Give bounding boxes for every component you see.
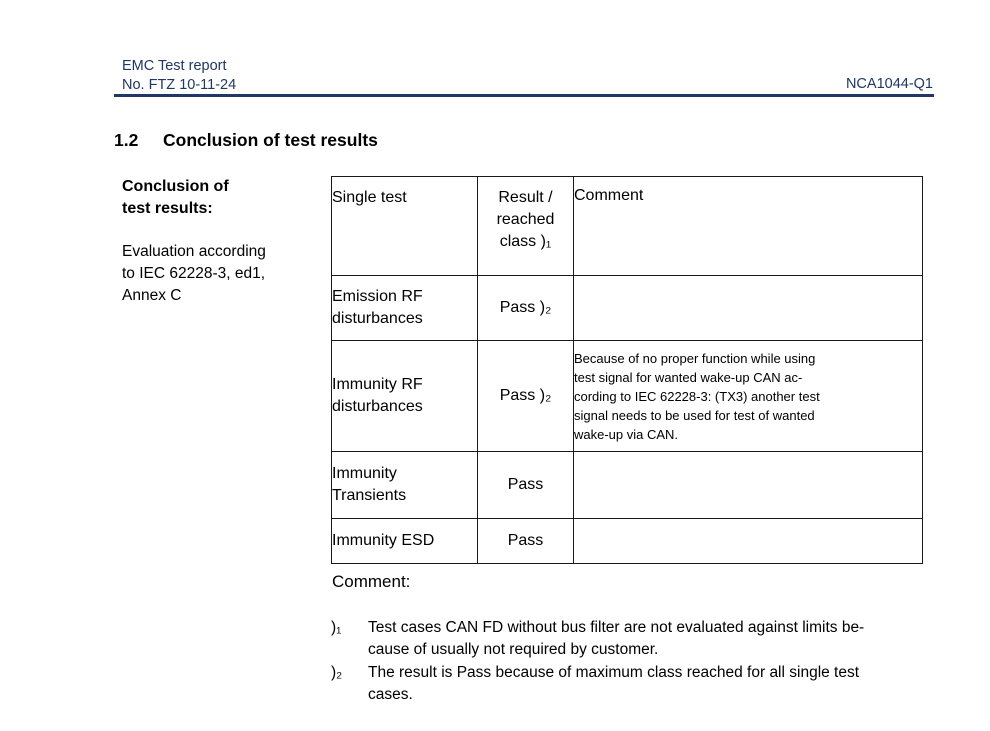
header-rule	[114, 94, 934, 97]
report-header: EMC Test report No. FTZ 10-11-24	[122, 57, 236, 94]
test-comment	[573, 518, 923, 564]
section-heading: 1.2 Conclusion of test results	[114, 129, 378, 151]
test-name: Immunity RF disturbances	[331, 340, 478, 452]
test-comment	[573, 451, 923, 519]
footnote-text: Test cases CAN FD without bus filter are…	[368, 619, 865, 658]
doc-code: NCA1044-Q1	[845, 76, 933, 92]
footnote-2: )₂ The result is Pass because of maximum…	[331, 662, 931, 706]
section-number: 1.2	[114, 130, 139, 150]
footnotes: )₁ Test cases CAN FD without bus filter …	[331, 617, 931, 707]
test-comment: Because of no proper function while usin…	[573, 340, 923, 452]
header-comment: Comment	[573, 176, 923, 276]
header-result-class: Result / reached class )₁	[477, 176, 574, 276]
header-single-test: Single test	[331, 176, 478, 276]
footnote-marker: )₂	[331, 664, 343, 681]
test-result: Pass	[477, 518, 574, 564]
footnote-text: The result is Pass because of maximum cl…	[368, 664, 860, 703]
test-result: Pass )₂	[477, 340, 574, 452]
table-row-immunity-esd: Immunity ESD Pass	[331, 518, 923, 564]
footnote-marker: )₁	[331, 619, 342, 636]
table-row-emission-rf: Emission RF disturbances Pass )₂	[331, 275, 923, 341]
table-row-immunity-rf: Immunity RF disturbances Pass )₂ Because…	[331, 340, 923, 452]
report-number: No. FTZ 10-11-24	[122, 76, 237, 93]
sidebar-description: Evaluation according to IEC 62228-3, ed1…	[122, 243, 266, 304]
sidebar-label: Conclusion of test results:	[122, 178, 229, 217]
test-comment	[573, 275, 923, 341]
test-name: Immunity ESD	[331, 518, 478, 564]
comment-label: Comment:	[332, 572, 411, 591]
footnote-1: )₁ Test cases CAN FD without bus filter …	[331, 617, 931, 661]
test-result: Pass )₂	[477, 275, 574, 341]
table-row-immunity-transients: Immunity Transients Pass	[331, 451, 923, 519]
results-table: Single test Result / reached class )₁ Co…	[331, 176, 923, 564]
test-name: Emission RF disturbances	[331, 275, 478, 341]
report-title: EMC Test report	[122, 58, 227, 74]
test-result: Pass	[477, 451, 574, 519]
test-name: Immunity Transients	[331, 451, 478, 519]
section-title: Conclusion of test results	[163, 130, 378, 150]
table-header-row: Single test Result / reached class )₁ Co…	[331, 176, 923, 276]
